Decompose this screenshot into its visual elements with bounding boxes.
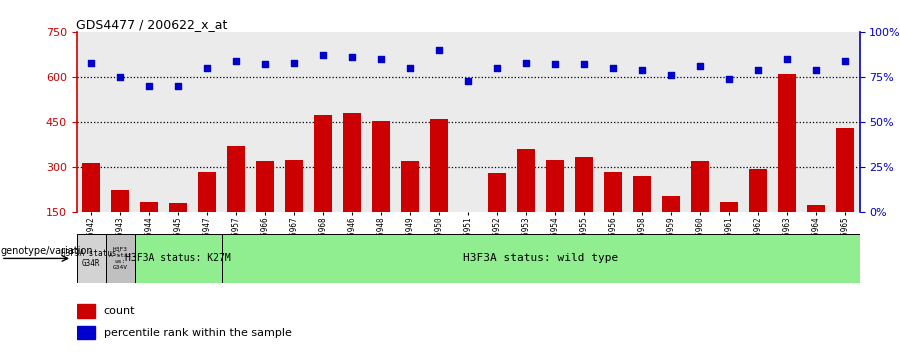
Bar [517,149,535,258]
Point [809,67,824,73]
Point [490,65,504,71]
Point [403,65,418,71]
Point [664,72,679,78]
Point [606,65,620,71]
Bar [140,202,158,258]
Bar [545,160,564,258]
Text: H3F3A status: wild type: H3F3A status: wild type [463,253,618,263]
Bar [227,146,246,258]
Text: H3F3
A stat
us:
G34V: H3F3 A stat us: G34V [109,247,131,270]
Point [838,58,852,64]
Bar [198,172,216,258]
Bar [105,234,134,283]
Bar [372,121,391,258]
Point [287,60,302,65]
Point [112,74,127,80]
Bar [111,190,130,258]
Bar [168,203,187,258]
Text: GDS4477 / 200622_x_at: GDS4477 / 200622_x_at [76,18,228,31]
Point [518,60,533,65]
Point [316,52,330,58]
Point [722,76,736,82]
Point [200,65,214,71]
Point [779,56,794,62]
Bar [806,205,825,258]
Bar [690,161,709,258]
Bar [82,163,101,258]
Bar [313,115,332,258]
Bar [76,326,94,339]
Bar [662,196,680,258]
Bar [633,176,652,258]
Bar [284,160,303,258]
Text: H3F3A status: K27M: H3F3A status: K27M [125,253,231,263]
Point [171,83,185,89]
Bar [76,234,105,283]
Bar [221,234,860,283]
Point [577,62,591,67]
Point [693,63,707,69]
Bar [134,234,221,283]
Bar [429,119,448,258]
Bar [343,113,362,258]
Point [432,47,446,53]
Bar [574,157,593,258]
Point [548,62,562,67]
Point [461,78,475,84]
Bar [488,173,507,258]
Text: percentile rank within the sample: percentile rank within the sample [104,327,292,338]
Text: count: count [104,306,135,316]
Point [374,56,388,62]
Text: genotype/variation: genotype/variation [1,246,94,256]
Bar [778,74,796,258]
Bar [256,161,274,258]
Bar [720,202,738,258]
Point [84,60,98,65]
Bar [604,172,623,258]
Bar [459,212,477,258]
Bar [835,128,854,258]
Bar [400,161,419,258]
Point [229,58,243,64]
Point [634,67,649,73]
Bar [76,304,94,318]
Text: H3F3A status:
G34R: H3F3A status: G34R [61,249,122,268]
Bar [749,169,768,258]
Point [257,62,272,67]
Point [345,54,359,60]
Point [751,67,765,73]
Point [142,83,157,89]
